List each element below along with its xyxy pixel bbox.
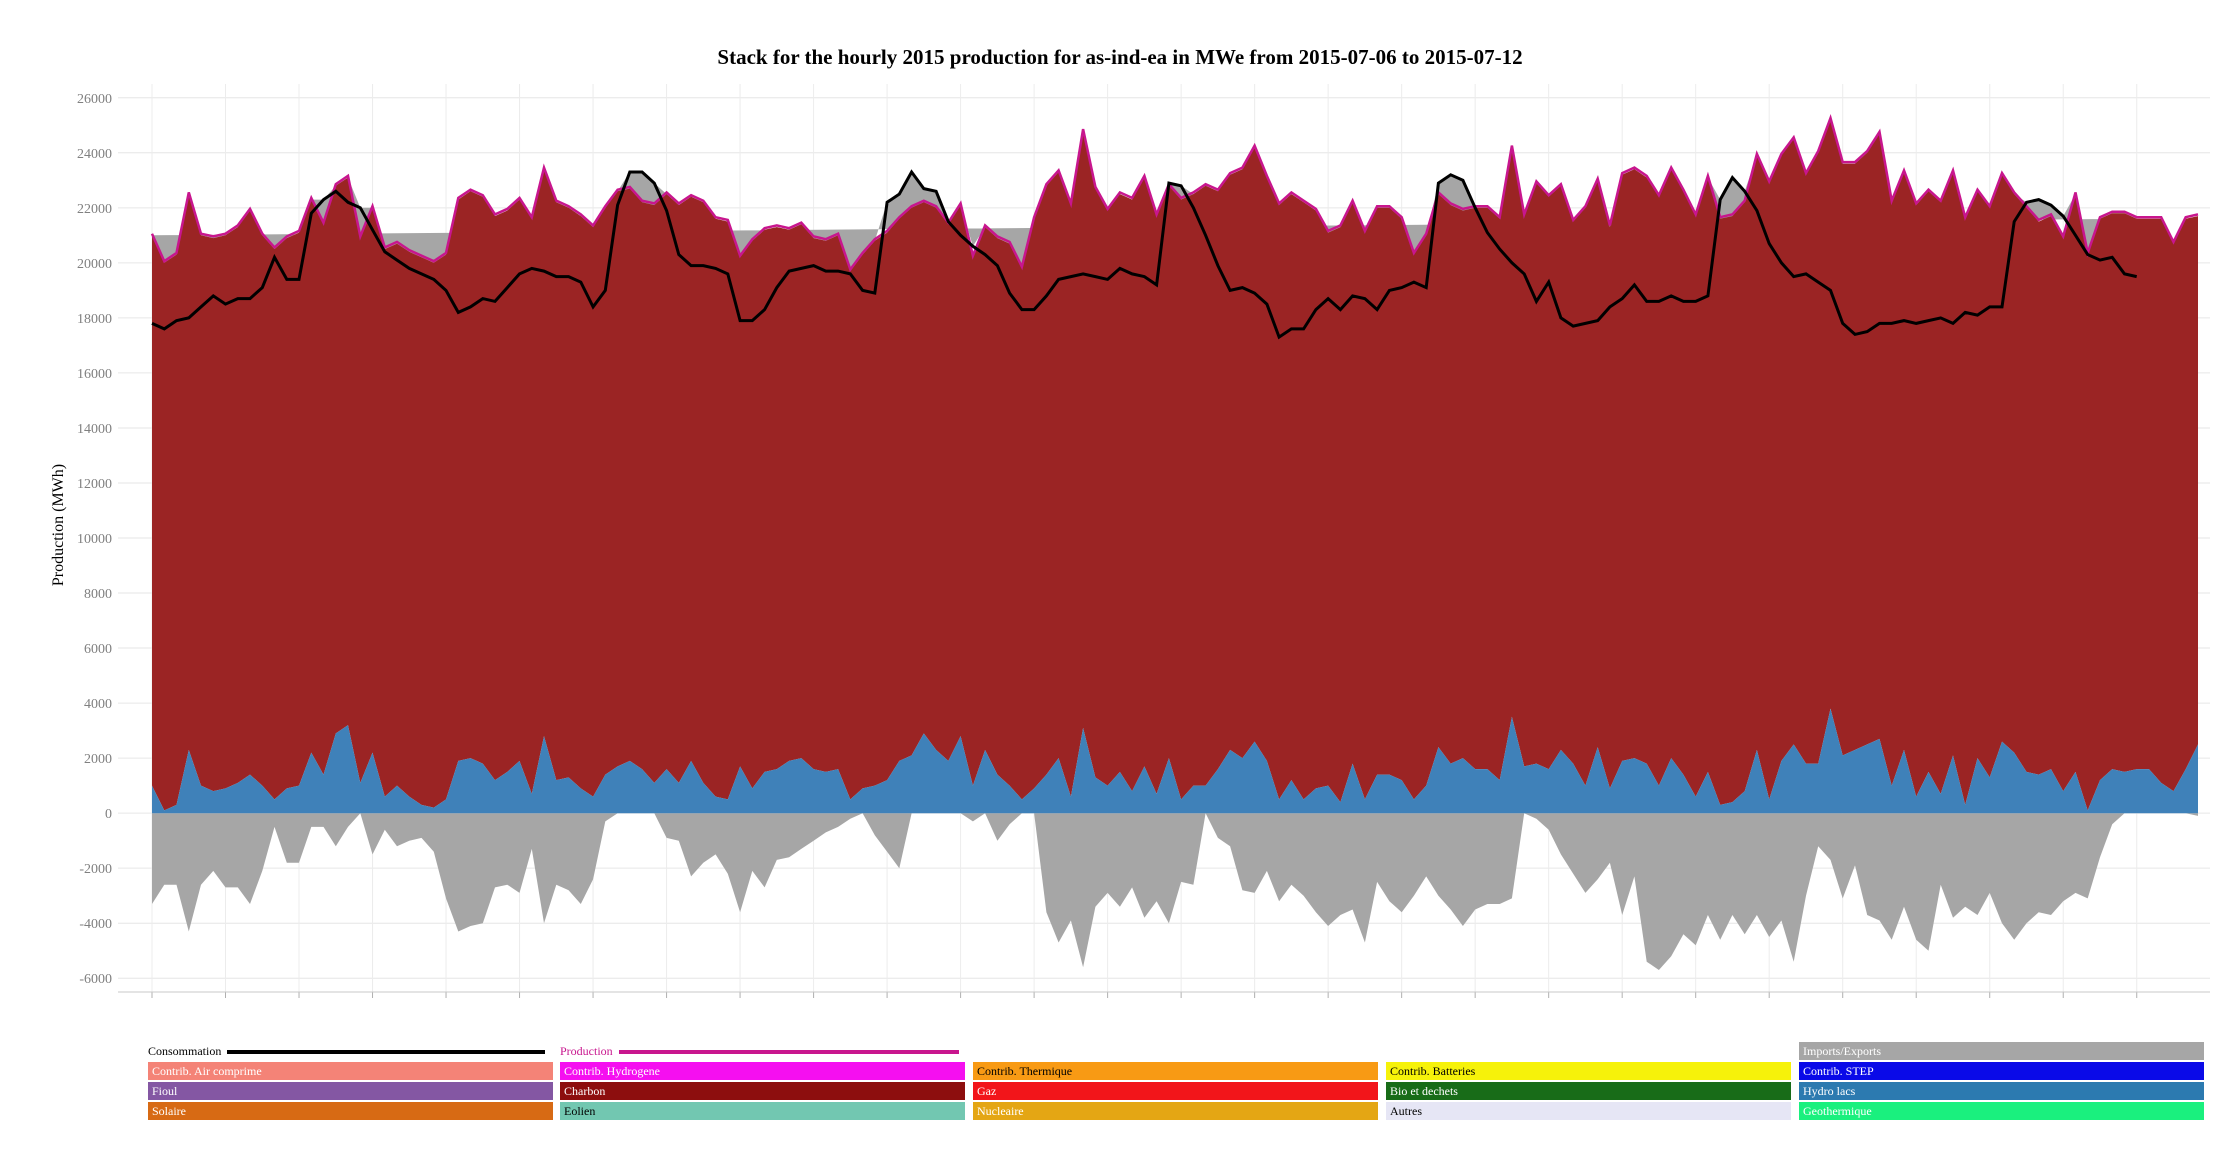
stack-areas <box>152 119 2198 970</box>
y-tick-label: 14000 <box>77 422 112 437</box>
legend-line-swatch <box>618 1050 959 1055</box>
legend-item-gaz[interactable]: Gaz <box>973 1082 1378 1100</box>
y-tick-label: -4000 <box>79 917 112 932</box>
line-consommation <box>151 169 2138 340</box>
legend-item-production[interactable]: Production <box>560 1042 959 1060</box>
y-tick-label: -6000 <box>79 972 112 987</box>
legend-item-bio-et-dechets[interactable]: Bio et dechets <box>1386 1082 1791 1100</box>
legend: Consommation Production Imports/Exports Con… <box>0 1000 2240 1160</box>
legend-item-charbon[interactable]: Charbon <box>560 1082 965 1100</box>
y-tick-label: 20000 <box>77 257 112 272</box>
y-tick-label: -2000 <box>79 862 112 877</box>
y-tick-label: 22000 <box>77 202 112 217</box>
legend-item-geothermique[interactable]: Geothermique <box>1799 1102 2204 1120</box>
y-tick-label: 4000 <box>84 697 112 712</box>
stack-chart: -6000 -4000 -2000 0 2000 4000 6000 8000 10000 120… <box>50 45 2210 998</box>
y-tick-label: 10000 <box>77 532 112 547</box>
y-tick-label: 18000 <box>77 312 112 327</box>
y-tick-label: 24000 <box>77 147 112 162</box>
legend-item-autres[interactable]: Autres <box>1386 1102 1791 1120</box>
y-tick-label: 6000 <box>84 642 112 657</box>
y-tick-label: 26000 <box>77 92 112 107</box>
legend-item-consommation[interactable]: Consommation <box>148 1042 546 1060</box>
legend-item-contrib-air-comprime[interactable]: Contrib. Air comprime <box>148 1062 553 1080</box>
legend-item-contrib-step[interactable]: Contrib. STEP <box>1799 1062 2204 1080</box>
chart-title: Stack for the hourly 2015 production for… <box>717 45 1522 69</box>
legend-item-eolien[interactable]: Eolien <box>560 1102 965 1120</box>
legend-item-imports-exports[interactable]: Imports/Exports <box>1799 1042 2204 1060</box>
y-tick-label: 16000 <box>77 367 112 382</box>
y-axis-label: Production (MWh) <box>50 464 67 586</box>
y-tick-label: 2000 <box>84 752 112 767</box>
y-tick-label: 8000 <box>84 587 112 602</box>
legend-item-contrib-hydrogene[interactable]: Contrib. Hydrogene <box>560 1062 965 1080</box>
series-lines <box>150 114 2199 340</box>
area-hydro-lacs <box>152 708 2198 814</box>
legend-item-label: Production <box>560 1044 613 1058</box>
area-imports-exports-negative <box>152 813 2198 970</box>
axes: -6000 -4000 -2000 0 2000 4000 6000 8000 10000 120… <box>77 92 2210 998</box>
legend-line-swatch <box>227 1050 546 1055</box>
y-tick-label: 12000 <box>77 477 112 492</box>
legend-item-label: Consommation <box>148 1044 222 1058</box>
legend-item-contrib-batteries[interactable]: Contrib. Batteries <box>1386 1062 1791 1080</box>
line-production <box>150 114 2199 273</box>
y-tick-label: 0 <box>105 807 112 822</box>
area-charbon <box>152 119 2198 811</box>
legend-item-nucleaire[interactable]: Nucleaire <box>973 1102 1378 1120</box>
legend-item-hydro-lacs[interactable]: Hydro lacs <box>1799 1082 2204 1100</box>
legend-item-fioul[interactable]: Fioul <box>148 1082 553 1100</box>
legend-item-contrib-thermique[interactable]: Contrib. Thermique <box>973 1062 1378 1080</box>
legend-item-solaire[interactable]: Solaire <box>148 1102 553 1120</box>
